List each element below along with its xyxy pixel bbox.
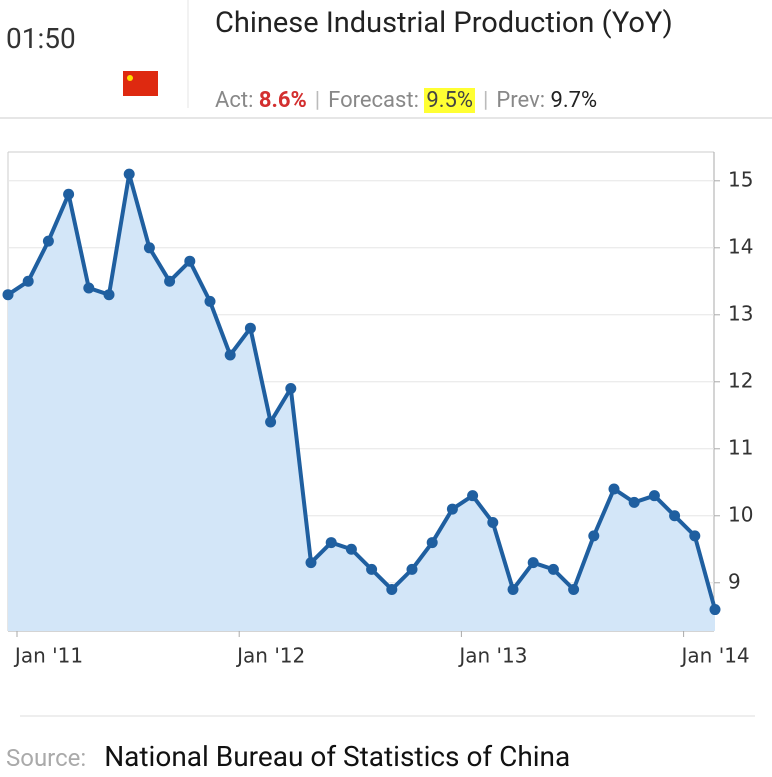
point: [265, 416, 277, 428]
point: [123, 168, 135, 180]
y-tick-label: 9: [728, 569, 741, 593]
actual-label: Act:: [215, 88, 254, 113]
point: [63, 188, 75, 200]
point: [103, 289, 115, 301]
point: [2, 289, 14, 301]
point: [204, 295, 216, 307]
area: [8, 174, 715, 631]
y-tick-label: 10: [728, 502, 753, 526]
point: [406, 563, 418, 575]
point: [507, 583, 519, 595]
point: [689, 530, 701, 542]
point: [487, 516, 499, 528]
x-tick-label: Jan '11: [13, 644, 83, 668]
point: [325, 537, 337, 549]
point: [366, 563, 378, 575]
point: [224, 349, 236, 361]
point: [588, 530, 600, 542]
forecast: 9.5%: [424, 88, 476, 113]
source-label: Source:: [6, 744, 87, 772]
point: [244, 322, 256, 334]
point: [164, 275, 176, 287]
point: [446, 503, 458, 515]
time: 01:50: [6, 22, 76, 55]
point: [22, 275, 34, 287]
line: [6, 172, 717, 611]
point: [305, 557, 317, 569]
flag: [123, 71, 158, 96]
prev: 9.7%: [550, 88, 598, 113]
point: [648, 490, 660, 502]
point: [386, 583, 398, 595]
point: [42, 235, 54, 247]
x-tick-label: Jan '13: [457, 644, 527, 668]
y-tick-label: 13: [728, 301, 753, 325]
point: [608, 483, 620, 495]
point: [669, 510, 681, 522]
prev-label: Prev:: [496, 88, 546, 113]
point: [547, 563, 559, 575]
event-title: Chinese Industrial Production (YoY): [215, 6, 673, 40]
point: [527, 557, 539, 569]
point: [345, 543, 357, 555]
x-tick-label: Jan '12: [235, 644, 305, 668]
y-tick-label: 11: [728, 435, 753, 459]
stats: Act: 8.6% | Forecast: 9.5% | Prev: 9.7%: [215, 88, 597, 113]
x-tick-label: Jan '14: [680, 644, 750, 668]
point: [628, 496, 640, 508]
footer: Source: National Bureau of Statistics of …: [6, 740, 570, 773]
point: [285, 382, 297, 394]
point: [143, 242, 155, 254]
point: [709, 604, 721, 616]
y-tick-label: 14: [728, 234, 753, 258]
forecast-label: Forecast:: [328, 88, 419, 113]
point: [83, 282, 95, 294]
point: [184, 255, 196, 267]
sep: |: [483, 88, 489, 113]
y-tick-label: 15: [728, 167, 753, 191]
point: [426, 537, 438, 549]
point: [467, 490, 479, 502]
actual: 8.6%: [258, 88, 307, 113]
source: National Bureau of Statistics of China: [104, 740, 571, 773]
sep: |: [314, 88, 321, 113]
y-tick-label: 12: [728, 368, 753, 392]
point: [568, 583, 580, 595]
